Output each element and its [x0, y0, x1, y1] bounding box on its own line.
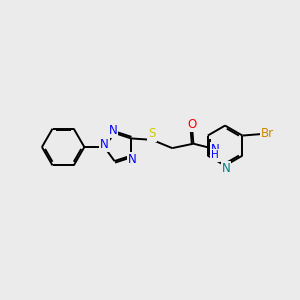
Text: N: N: [109, 124, 117, 136]
Text: N: N: [211, 143, 220, 156]
Text: N: N: [100, 138, 109, 151]
Text: S: S: [148, 128, 156, 140]
Text: Br: Br: [261, 127, 274, 140]
Text: H: H: [211, 151, 219, 160]
Text: N: N: [222, 162, 230, 175]
Text: N: N: [128, 153, 137, 166]
Text: O: O: [187, 118, 196, 131]
